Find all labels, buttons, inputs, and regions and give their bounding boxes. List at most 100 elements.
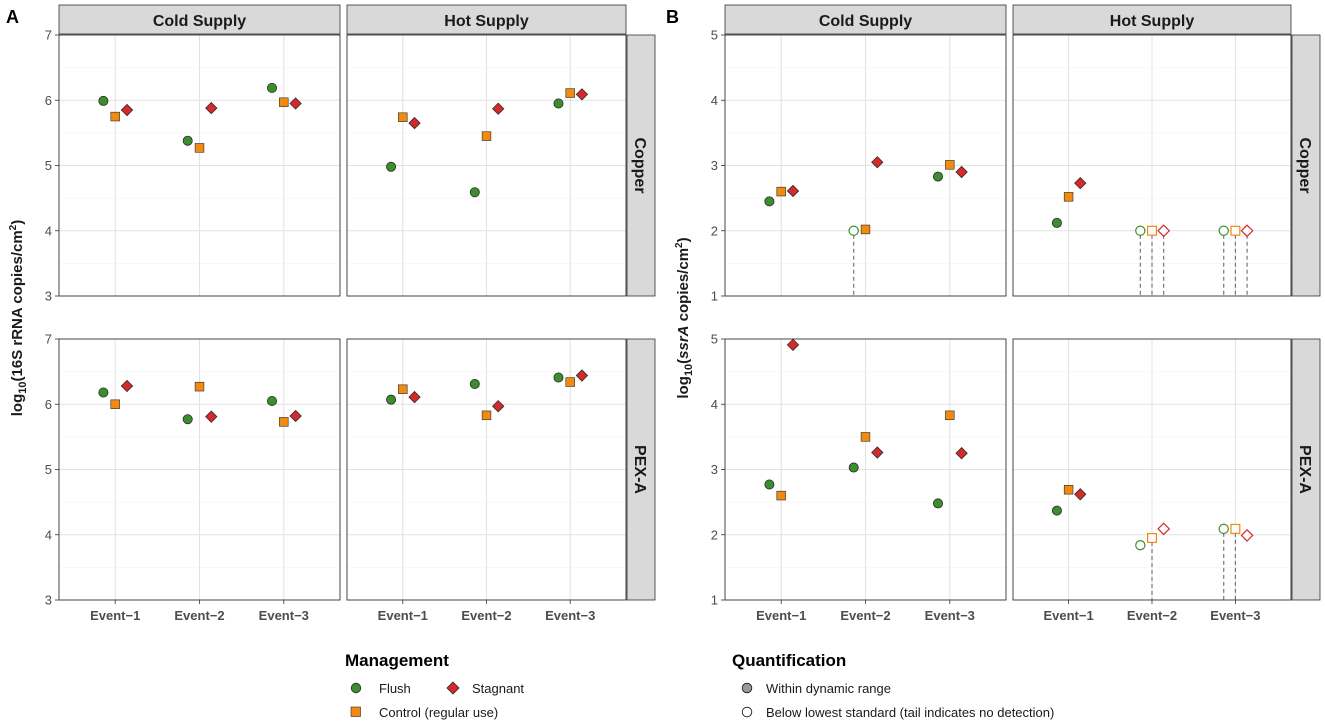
panel-a-hot-supply-copper-flush-point-2 <box>469 187 480 198</box>
legend-management: Management Flush Stagnant Control (regul… <box>345 651 524 720</box>
panel-b-hot-supply-pex-a-control-point-2 <box>1146 533 1157 544</box>
legend-stagnant-marker <box>446 681 460 695</box>
strip-b-row-0 <box>1291 34 1321 297</box>
panel-b-hot-supply-copper-flush-point-3 <box>1218 225 1229 236</box>
legend-stagnant-label: Stagnant <box>472 681 524 696</box>
panel-a-cold-supply-pex-a-flush-point-1 <box>98 387 109 398</box>
panel-a-cold-supply-pex-a-stagnant-point-1 <box>120 379 134 393</box>
y-tick-label-a-0: 3 <box>45 289 52 304</box>
legend-control-label: Control (regular use) <box>379 705 498 720</box>
panel-b-cold-supply-pex-a-flush-point-2 <box>848 462 859 473</box>
panel-b-cold-supply-copper-flush-point-2 <box>848 225 859 236</box>
y-axis-title-a: log10(16S rRNA copies/cm2) <box>8 220 29 416</box>
strip-label-b-row-0: Copper <box>1296 138 1313 194</box>
panel-a-hot-supply-copper-control-point-1 <box>398 112 408 122</box>
panel-b-cold-supply-copper-flush-point-1 <box>764 196 775 207</box>
panel-a-cold-supply-pex-a-stagnant-point-3 <box>289 409 302 423</box>
panel-b-cold-supply-pex-a-control-point-3 <box>945 410 955 421</box>
panel-a-cold-supply-copper-flush-point-2 <box>182 135 193 146</box>
strip-label-a-col-0: Cold Supply <box>153 13 246 30</box>
x-tick-label-b-1-0: Event−1 <box>1043 608 1093 623</box>
panel-a-hot-supply-copper-control-point-3 <box>565 88 575 98</box>
panel-b-cold-supply-pex-a-flush-point-1 <box>764 479 775 490</box>
legend-below-standard-marker <box>741 706 753 718</box>
panel-a-hot-supply-copper-stagnant-point-2 <box>492 102 505 115</box>
x-tick-label-b-0-1: Event−2 <box>840 608 890 623</box>
panel-tag-a: A <box>6 7 19 27</box>
panel-b-cold-supply-copper-stagnant-point-3 <box>955 165 968 179</box>
panel-a-hot-supply-copper-stagnant-point-3 <box>575 88 589 101</box>
strip-a-row-0 <box>626 34 656 297</box>
y-tick-label-a-1: 5 <box>45 462 52 477</box>
legend-control-marker <box>350 706 361 717</box>
panel-a-hot-supply-copper-control-point-2 <box>481 131 492 141</box>
panel-b-cold-supply-copper-stagnant-point-1 <box>786 184 800 198</box>
strip-label-a-col-1: Hot Supply <box>444 13 529 30</box>
strip-label-b-col-0: Cold Supply <box>819 13 912 30</box>
panel-a-cold-supply-copper-flush-point-3 <box>266 82 277 93</box>
strip-label-a-row-0: Copper <box>631 138 648 194</box>
legend-quantification-title: Quantification <box>732 651 846 670</box>
panel-b-hot-supply-copper-control-point-1 <box>1063 192 1074 202</box>
x-tick-label-a-1-2: Event−3 <box>545 608 595 623</box>
y-tick-label-b-1: 1 <box>711 593 718 608</box>
legend-within-range-marker <box>741 682 753 694</box>
panel-b-hot-supply-copper-stagnant-point-3 <box>1240 224 1254 238</box>
panel-b-hot-supply-pex-a-flush-point-1 <box>1051 505 1062 516</box>
panel-a-cold-supply-copper-stagnant-point-2 <box>205 101 218 115</box>
panel-b-cold-supply-copper-stagnant-point-2 <box>871 156 884 169</box>
panel-b-cold-supply-copper-control-point-2 <box>860 224 871 235</box>
panel-a-hot-supply-copper-flush-point-3 <box>553 98 564 109</box>
panel-a-hot-supply-pex-a-border <box>346 338 627 601</box>
panel-a-cold-supply-pex-a-border <box>58 338 341 601</box>
panel-a-hot-supply-pex-a-stagnant-point-2 <box>492 400 505 413</box>
y-tick-label-a-0: 4 <box>45 223 52 238</box>
panel-b-cold-supply-pex-a-stagnant-point-1 <box>786 338 800 352</box>
panel-b-cold-supply-pex-a-control-point-1 <box>776 490 786 501</box>
y-tick-label-b-0: 4 <box>711 93 718 108</box>
strip-a-col-0 <box>58 4 341 35</box>
panel-b-hot-supply-pex-a-stagnant-point-3 <box>1240 528 1254 542</box>
panel-a-cold-supply-copper-control-point-1 <box>110 111 120 122</box>
panel-a-cold-supply-copper-stagnant-point-3 <box>289 97 302 110</box>
panel-a-hot-supply-copper-border <box>346 34 627 297</box>
panel-b-cold-supply-copper-flush-point-3 <box>932 171 943 182</box>
y-axis-title-b: log10(ssrA copies/cm2) <box>674 237 695 398</box>
panel-a-cold-supply-copper-stagnant-point-1 <box>120 103 134 117</box>
panel-b-hot-supply-copper-stagnant-point-2 <box>1157 224 1171 238</box>
panel-a-hot-supply-pex-a-flush-point-1 <box>386 394 397 405</box>
strip-a-col-1 <box>346 4 627 35</box>
panel-b-hot-supply-copper-flush-point-2 <box>1135 225 1146 236</box>
y-tick-label-b-0: 3 <box>711 158 718 173</box>
panel-a-hot-supply-pex-a-stagnant-point-1 <box>408 390 421 404</box>
legend-within-range-label: Within dynamic range <box>766 681 891 696</box>
panel-tag-b: B <box>666 7 679 27</box>
panel-a-hot-supply-copper-flush-point-1 <box>386 161 397 172</box>
panel-b-cold-supply-pex-a-border <box>724 338 1007 601</box>
strip-a-row-1 <box>626 338 656 601</box>
panel-a-cold-supply-copper-control-point-2 <box>194 143 205 153</box>
panel-a-cold-supply-copper-border <box>58 34 341 297</box>
panel-a-cold-supply-pex-a-flush-point-2 <box>182 414 193 425</box>
panel-a-hot-supply-pex-a-control-point-3 <box>565 377 575 387</box>
panel-a-hot-supply-copper-stagnant-point-1 <box>408 116 421 130</box>
panel-a-cold-supply-pex-a-control-point-3 <box>279 417 289 427</box>
x-tick-label-a-0-2: Event−3 <box>259 608 309 623</box>
x-tick-label-b-0-2: Event−3 <box>925 608 975 623</box>
y-tick-label-b-1: 2 <box>711 527 718 542</box>
panel-a-cold-supply-pex-a-stagnant-point-2 <box>205 410 218 423</box>
panel-a-hot-supply-pex-a-flush-point-2 <box>469 379 480 390</box>
y-tick-label-b-1: 5 <box>711 332 718 347</box>
panel-b-hot-supply-copper-flush-point-1 <box>1051 217 1062 228</box>
y-tick-label-a-1: 3 <box>45 593 52 608</box>
x-tick-label-a-1-1: Event−2 <box>461 608 511 623</box>
x-tick-label-b-1-2: Event−3 <box>1210 608 1260 623</box>
panel-a-cold-supply-pex-a-control-point-1 <box>110 399 120 409</box>
y-tick-label-a-0: 7 <box>45 28 52 43</box>
panel-b-hot-supply-copper-control-point-2 <box>1146 225 1157 236</box>
strip-label-b-row-1: PEX-A <box>1296 445 1313 494</box>
y-tick-label-a-1: 7 <box>45 332 52 347</box>
panel-b-hot-supply-pex-a-control-point-1 <box>1063 485 1074 495</box>
panel-a-cold-supply-pex-a-flush-point-3 <box>266 395 277 406</box>
